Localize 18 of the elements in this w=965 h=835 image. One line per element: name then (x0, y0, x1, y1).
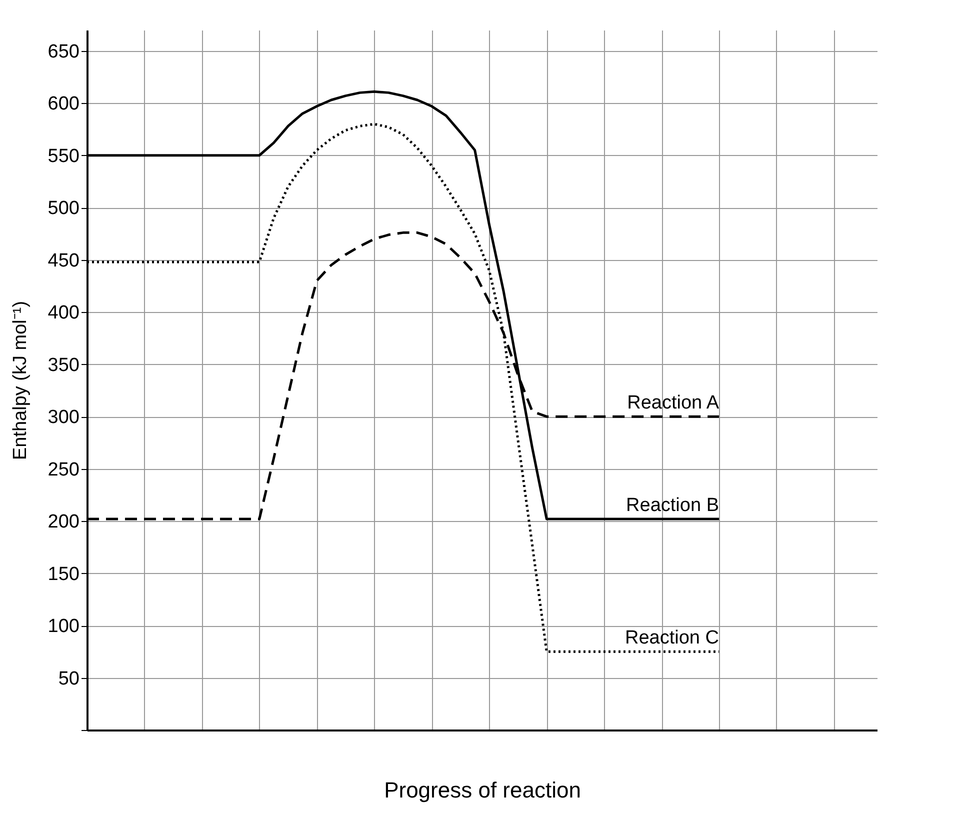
y-tick-label: 200 (48, 512, 80, 533)
series-label: Reaction B (626, 494, 719, 516)
x-axis-title: Progress of reaction (384, 778, 581, 802)
y-tick-label: 650 (48, 41, 80, 62)
y-tick-label: 100 (48, 616, 80, 638)
y-tick-label: 500 (48, 198, 80, 220)
y-tick-label: 600 (48, 94, 80, 115)
y-tick-label: 400 (48, 302, 80, 324)
y-tick-label: 250 (48, 459, 80, 480)
y-tick-label: 450 (48, 250, 80, 272)
y-tick-label: 150 (48, 564, 80, 585)
y-tick-label: 550 (48, 146, 80, 167)
y-tick-label: 50 (58, 668, 80, 690)
y-tick-label: 300 (48, 407, 80, 428)
y-axis-title: Enthalpy (kJ mol⁻¹) (10, 300, 31, 460)
series-label: Reaction A (627, 392, 720, 414)
series-label: Reaction C (625, 628, 719, 649)
y-tick-label: 350 (48, 354, 80, 376)
